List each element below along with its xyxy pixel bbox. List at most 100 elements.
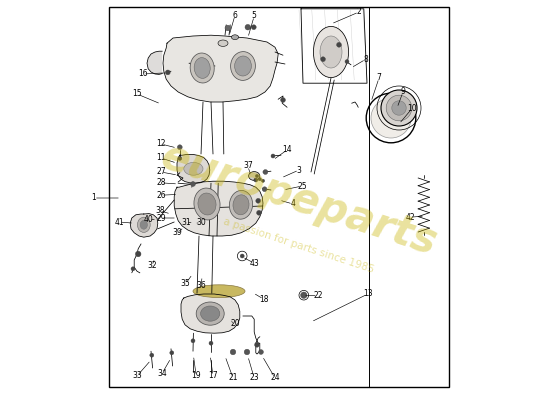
Circle shape [131,267,135,271]
Circle shape [170,351,174,355]
Polygon shape [181,294,240,333]
Circle shape [240,254,244,258]
Text: 1: 1 [91,194,96,202]
Text: 39: 39 [172,228,182,237]
Text: 20: 20 [230,320,240,328]
Ellipse shape [190,53,214,83]
Text: 35: 35 [180,280,190,288]
Ellipse shape [140,220,147,229]
Text: 22: 22 [313,291,322,300]
Circle shape [255,174,258,178]
Circle shape [191,339,195,343]
Polygon shape [130,214,158,237]
Text: 23: 23 [249,374,259,382]
Text: 26: 26 [156,191,166,200]
Circle shape [271,154,275,158]
Text: 13: 13 [363,290,372,298]
Ellipse shape [232,35,239,40]
Circle shape [230,349,236,355]
Text: 7: 7 [377,74,382,82]
Polygon shape [177,154,210,183]
Text: 27: 27 [156,168,166,176]
Ellipse shape [230,52,255,80]
Text: 9: 9 [400,88,405,96]
Ellipse shape [320,36,342,68]
Circle shape [251,25,256,30]
Circle shape [337,42,342,47]
Text: 40: 40 [144,215,154,224]
Circle shape [254,178,258,182]
Text: 41: 41 [114,218,124,226]
Circle shape [345,60,349,64]
Circle shape [245,24,251,30]
Text: 2: 2 [356,8,361,16]
Ellipse shape [201,306,220,321]
Text: 17: 17 [208,372,218,380]
Text: 43: 43 [249,259,259,268]
Circle shape [258,178,261,181]
Text: 8: 8 [364,55,368,64]
Circle shape [166,70,170,75]
Circle shape [135,251,141,257]
Text: 5: 5 [252,12,257,20]
Text: a passion for parts since 1985: a passion for parts since 1985 [222,217,376,275]
Text: 37: 37 [243,162,252,170]
Text: 34: 34 [157,369,167,378]
Text: 28: 28 [156,178,166,187]
Ellipse shape [198,193,216,215]
Circle shape [321,57,326,62]
Circle shape [258,350,263,354]
Ellipse shape [194,188,220,220]
Circle shape [150,353,154,357]
Ellipse shape [249,172,260,180]
Text: 6: 6 [233,11,238,20]
Circle shape [301,292,307,298]
Circle shape [371,98,411,138]
Text: 32: 32 [147,262,157,270]
Text: 29: 29 [156,214,166,222]
Polygon shape [174,181,263,236]
Circle shape [386,95,412,121]
Text: 11: 11 [156,154,166,162]
Polygon shape [147,51,162,74]
Text: 33: 33 [132,372,142,380]
Text: 24: 24 [270,374,280,382]
Circle shape [225,25,230,31]
Text: 10: 10 [407,104,416,113]
Circle shape [255,342,260,347]
Circle shape [178,145,182,150]
Circle shape [178,156,182,160]
Text: 36: 36 [196,282,206,290]
Circle shape [381,90,417,126]
Text: 31: 31 [181,218,191,227]
Circle shape [244,349,250,355]
Text: 12: 12 [156,140,166,148]
Text: 3: 3 [296,166,301,174]
Ellipse shape [314,26,349,78]
Polygon shape [163,35,278,102]
Ellipse shape [229,190,252,219]
Ellipse shape [194,58,210,78]
Text: 16: 16 [138,70,148,78]
Circle shape [209,341,213,345]
Ellipse shape [193,285,245,298]
Text: 19: 19 [191,372,201,380]
Ellipse shape [235,56,251,76]
Circle shape [262,187,267,192]
Ellipse shape [184,162,203,175]
Ellipse shape [138,217,150,232]
Text: 30: 30 [196,218,206,227]
Text: 18: 18 [259,295,268,304]
Ellipse shape [218,40,228,46]
Circle shape [261,179,265,182]
Text: europeparts: europeparts [156,136,442,264]
Text: 15: 15 [132,90,142,98]
Text: 38: 38 [155,206,164,215]
Circle shape [257,210,261,215]
Circle shape [392,101,406,115]
Bar [109,7,449,387]
Ellipse shape [233,195,249,215]
Text: 14: 14 [282,146,292,154]
Text: 42: 42 [405,213,415,222]
Circle shape [263,170,268,174]
